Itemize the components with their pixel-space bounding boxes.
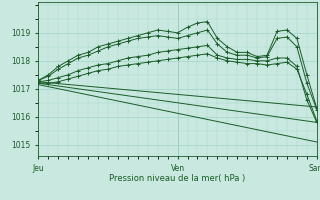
X-axis label: Pression niveau de la mer( hPa ): Pression niveau de la mer( hPa ) xyxy=(109,174,246,183)
